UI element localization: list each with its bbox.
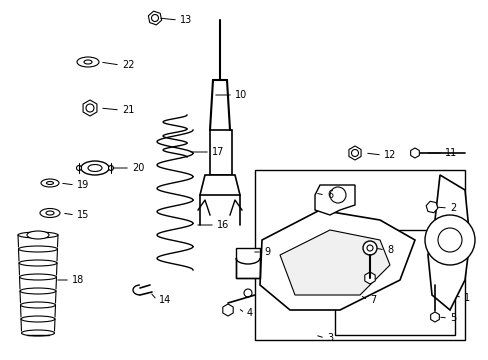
- Ellipse shape: [18, 232, 58, 238]
- Text: 19: 19: [77, 180, 89, 190]
- Ellipse shape: [20, 274, 57, 280]
- Ellipse shape: [19, 246, 58, 252]
- Polygon shape: [200, 175, 240, 195]
- Bar: [209, 130, 231, 175]
- Text: 15: 15: [77, 210, 89, 220]
- Text: 1: 1: [463, 293, 469, 303]
- Text: 5: 5: [449, 313, 455, 323]
- Ellipse shape: [21, 330, 54, 336]
- Circle shape: [424, 215, 474, 265]
- Text: 18: 18: [72, 275, 84, 285]
- Circle shape: [366, 245, 372, 251]
- Text: 4: 4: [246, 308, 253, 318]
- Text: 20: 20: [132, 163, 144, 173]
- Bar: [236, 248, 260, 278]
- Ellipse shape: [46, 181, 53, 185]
- Circle shape: [86, 104, 94, 112]
- Circle shape: [244, 289, 251, 297]
- Text: 16: 16: [217, 220, 229, 230]
- Circle shape: [329, 187, 346, 203]
- Text: 14: 14: [159, 295, 171, 305]
- Bar: [334, 230, 454, 335]
- Polygon shape: [314, 185, 354, 215]
- Text: 17: 17: [212, 147, 224, 157]
- Text: 10: 10: [235, 90, 247, 100]
- Polygon shape: [280, 230, 389, 295]
- Ellipse shape: [19, 260, 57, 266]
- Text: 21: 21: [122, 105, 134, 115]
- Ellipse shape: [40, 208, 60, 217]
- Text: 7: 7: [369, 295, 375, 305]
- Text: 8: 8: [386, 245, 392, 255]
- Ellipse shape: [41, 179, 59, 187]
- Ellipse shape: [27, 231, 49, 239]
- Ellipse shape: [20, 288, 56, 294]
- Ellipse shape: [88, 165, 102, 171]
- Ellipse shape: [76, 166, 81, 171]
- Text: 3: 3: [326, 333, 332, 343]
- Text: 6: 6: [326, 190, 332, 200]
- Polygon shape: [427, 175, 469, 310]
- Polygon shape: [260, 210, 414, 310]
- Text: 12: 12: [383, 150, 396, 160]
- Ellipse shape: [84, 60, 92, 64]
- Bar: [254, 170, 464, 340]
- Ellipse shape: [20, 302, 55, 308]
- Ellipse shape: [77, 57, 99, 67]
- Circle shape: [151, 14, 158, 22]
- Ellipse shape: [108, 166, 113, 171]
- Text: 9: 9: [264, 247, 269, 257]
- Text: 11: 11: [444, 148, 456, 158]
- Text: 22: 22: [122, 60, 134, 70]
- Ellipse shape: [21, 316, 55, 322]
- Ellipse shape: [46, 211, 54, 215]
- Circle shape: [362, 241, 376, 255]
- Circle shape: [351, 149, 358, 157]
- Text: 13: 13: [180, 15, 192, 25]
- Circle shape: [437, 228, 461, 252]
- Text: 2: 2: [449, 203, 455, 213]
- Ellipse shape: [81, 161, 109, 175]
